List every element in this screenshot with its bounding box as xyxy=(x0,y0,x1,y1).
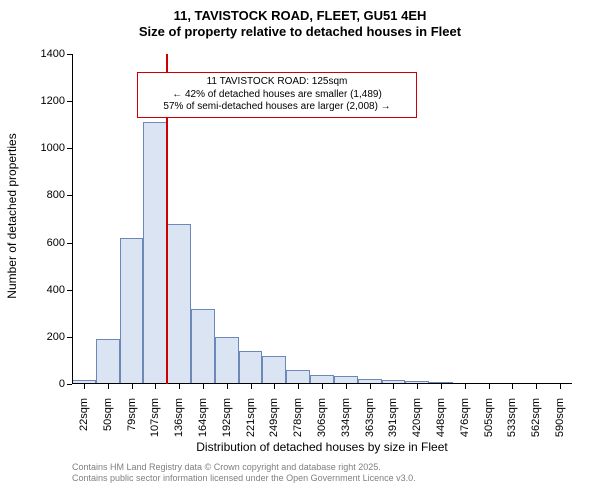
x-tick-mark xyxy=(274,384,275,389)
footer-attribution: Contains HM Land Registry data © Crown c… xyxy=(72,462,416,485)
plot-area: 11 TAVISTOCK ROAD: 125sqm ← 42% of detac… xyxy=(72,54,572,384)
y-tick-mark xyxy=(67,148,72,149)
y-tick-label: 400 xyxy=(27,284,65,296)
x-tick-mark xyxy=(132,384,133,389)
y-tick-label: 1200 xyxy=(27,95,65,107)
x-tick-mark xyxy=(84,384,85,389)
footer-line-2: Contains public sector information licen… xyxy=(72,473,416,484)
title-line-1: 11, TAVISTOCK ROAD, FLEET, GU51 4EH xyxy=(0,8,600,24)
x-tick-mark xyxy=(179,384,180,389)
y-tick-label: 1400 xyxy=(27,48,65,60)
title-line-2: Size of property relative to detached ho… xyxy=(0,24,600,40)
y-tick-label: 1000 xyxy=(27,142,65,154)
x-tick-mark xyxy=(155,384,156,389)
x-tick-mark xyxy=(251,384,252,389)
x-tick-mark xyxy=(298,384,299,389)
x-tick-mark xyxy=(560,384,561,389)
y-tick-mark xyxy=(67,384,72,385)
histogram-bar xyxy=(215,337,239,384)
y-tick-mark xyxy=(67,54,72,55)
histogram-bar xyxy=(96,339,120,384)
x-tick-mark xyxy=(489,384,490,389)
annotation-line-3: 57% of semi-detached houses are larger (… xyxy=(144,101,410,114)
histogram-bar xyxy=(239,351,263,384)
x-tick-mark xyxy=(346,384,347,389)
x-tick-mark xyxy=(441,384,442,389)
x-tick-mark xyxy=(203,384,204,389)
y-tick-mark xyxy=(67,337,72,338)
annotation-line-2: ← 42% of detached houses are smaller (1,… xyxy=(144,89,410,102)
y-tick-mark xyxy=(67,101,72,102)
y-tick-mark xyxy=(67,243,72,244)
x-tick-mark xyxy=(227,384,228,389)
histogram-bar xyxy=(262,356,286,384)
x-tick-mark xyxy=(417,384,418,389)
histogram-bar xyxy=(120,238,144,384)
histogram-bar xyxy=(191,309,215,384)
x-axis-label: Distribution of detached houses by size … xyxy=(72,440,572,454)
y-tick-mark xyxy=(67,195,72,196)
x-tick-mark xyxy=(370,384,371,389)
histogram-bar xyxy=(167,224,191,384)
annotation-line-1: 11 TAVISTOCK ROAD: 125sqm xyxy=(144,76,410,89)
annotation-box: 11 TAVISTOCK ROAD: 125sqm ← 42% of detac… xyxy=(137,72,417,118)
y-axis-label: Number of detached properties xyxy=(5,116,19,316)
chart-container: 11, TAVISTOCK ROAD, FLEET, GU51 4EH Size… xyxy=(0,0,600,500)
x-tick-mark xyxy=(108,384,109,389)
y-tick-label: 200 xyxy=(27,331,65,343)
footer-line-1: Contains HM Land Registry data © Crown c… xyxy=(72,462,416,473)
chart-title: 11, TAVISTOCK ROAD, FLEET, GU51 4EH Size… xyxy=(0,8,600,41)
x-tick-mark xyxy=(393,384,394,389)
y-tick-mark xyxy=(67,290,72,291)
histogram-bar xyxy=(286,370,310,384)
y-tick-label: 0 xyxy=(27,378,65,390)
y-axis-line xyxy=(72,54,73,384)
y-tick-label: 600 xyxy=(27,237,65,249)
histogram-bar xyxy=(143,122,167,384)
x-tick-mark xyxy=(536,384,537,389)
x-tick-mark xyxy=(322,384,323,389)
x-tick-mark xyxy=(465,384,466,389)
x-tick-mark xyxy=(512,384,513,389)
y-tick-label: 800 xyxy=(27,189,65,201)
